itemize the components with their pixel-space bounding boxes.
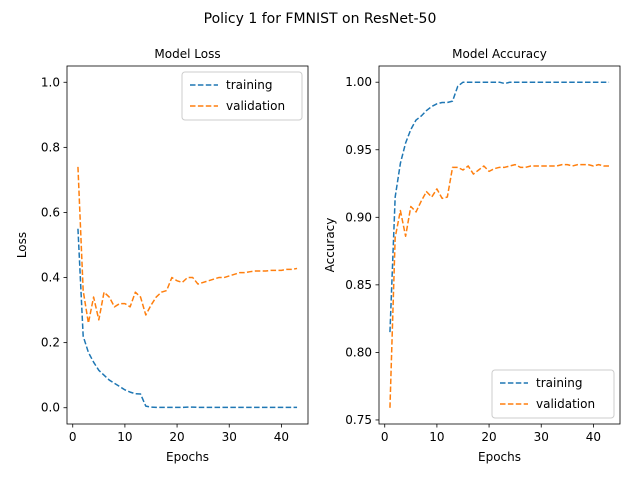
chart1-plot-frame bbox=[378, 65, 621, 425]
chart0-ytick-label: 0.4 bbox=[41, 271, 60, 285]
chart0-xtick-label: 20 bbox=[169, 430, 184, 444]
chart1-ytick-label: 0.75 bbox=[345, 413, 372, 427]
chart0-title: Model Loss bbox=[154, 47, 220, 61]
chart0-series-training-line bbox=[77, 228, 298, 409]
chart0-xtick-label: 10 bbox=[117, 430, 132, 444]
chart0-xtick-label: 30 bbox=[222, 430, 237, 444]
chart1-legend-box bbox=[491, 369, 615, 419]
chart0-ytick-label: 1.0 bbox=[41, 75, 60, 89]
chart1-legend-label-validation: validation bbox=[536, 397, 595, 411]
chart1-legend-label-training: training bbox=[536, 376, 583, 390]
chart1-xtick-label: 10 bbox=[429, 430, 444, 444]
chart0-ytick-label: 0.8 bbox=[41, 140, 60, 154]
figure-suptitle: Policy 1 for FMNIST on ResNet-50 bbox=[204, 11, 437, 27]
chart1-xtick-label: 30 bbox=[534, 430, 549, 444]
chart1-xtick-label: 0 bbox=[381, 430, 389, 444]
chart1-ytick-label: 0.95 bbox=[345, 143, 372, 157]
chart0-legend-label-training: training bbox=[226, 78, 273, 92]
chart1-ytick-label: 0.90 bbox=[345, 210, 372, 224]
chart1-xtick-label: 40 bbox=[586, 430, 601, 444]
chart1-ytick-label: 0.85 bbox=[345, 278, 372, 292]
chart0-series-validation-line bbox=[77, 166, 298, 324]
chart0-legend-label-validation: validation bbox=[226, 99, 285, 113]
loss-subplot: Model Loss 0 10 20 30 40 0.0 0.2 0.4 0.6 0.8 1.0 Epo… bbox=[15, 47, 309, 464]
chart1-ytick-label: 0.80 bbox=[345, 345, 372, 359]
chart1-title: Model Accuracy bbox=[452, 47, 547, 61]
chart1-x-axis-label: Epochs bbox=[478, 450, 521, 464]
chart0-plot-frame bbox=[66, 65, 309, 425]
accuracy-subplot: Model Accuracy 0 10 20 30 40 0.75 0.80 0.85 0.90 0… bbox=[323, 47, 621, 464]
chart1-xtick-label: 20 bbox=[481, 430, 496, 444]
chart0-x-axis-label: Epochs bbox=[166, 450, 209, 464]
chart0-legend: training validation bbox=[181, 71, 303, 121]
chart0-y-axis-label: Loss bbox=[15, 232, 29, 258]
chart0-ytick-label: 0.0 bbox=[41, 401, 60, 415]
chart0-xtick-label: 40 bbox=[274, 430, 289, 444]
chart0-xtick-label: 0 bbox=[69, 430, 77, 444]
chart1-series-validation-line bbox=[389, 163, 610, 408]
chart1-legend: training validation bbox=[491, 369, 615, 419]
chart1-y-axis-label: Accuracy bbox=[323, 218, 337, 273]
chart1-series-training-line bbox=[389, 81, 610, 333]
chart0-legend-box bbox=[181, 71, 303, 121]
chart0-ytick-label: 0.6 bbox=[41, 205, 60, 219]
chart0-ytick-label: 0.2 bbox=[41, 336, 60, 350]
chart1-ytick-label: 1.00 bbox=[345, 75, 372, 89]
